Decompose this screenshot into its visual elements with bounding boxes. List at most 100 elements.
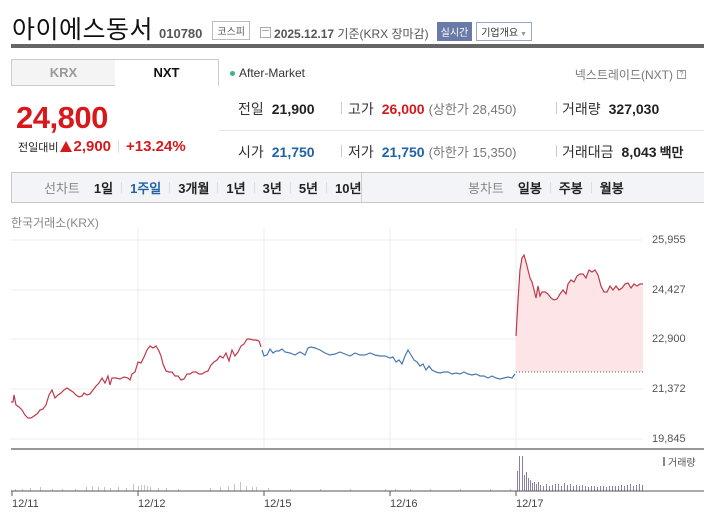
low-value: 21,750 [381,144,425,160]
price-line-rising [11,338,262,419]
date-value: 2025.12.17 [274,27,335,41]
high-label: 고가 [348,101,374,117]
candle-chart-title: 봉차트 [468,181,504,196]
candle-weekly[interactable]: 주봉 [558,181,583,196]
price-change: 전일대비 2,900 +13.24% [18,138,186,155]
stock-code: 010780 [159,26,203,41]
trade-value-label: 거래대금 [562,144,614,160]
tab-nxt[interactable]: NXT [115,59,219,86]
up-triangle-icon [60,141,73,152]
chevron-down-icon: ▼ [520,31,527,38]
company-info-label: 기업개요 [481,28,519,39]
divider [341,145,342,157]
divider [121,182,123,193]
divider [253,182,255,193]
lower-limit: (하한가 15,350) [428,145,517,160]
period-3m[interactable]: 3개월 [178,181,210,196]
stat-trade-value: 거래대금 8,043 백만 [562,142,684,162]
x-axis-ticks [11,491,517,496]
change-value: 2,900 [73,138,112,155]
volume-label: 거래량 [562,101,601,117]
high-value: 26,000 [381,101,425,117]
stats-divider [219,130,704,131]
line-chart-options: 선차트 1일 1주일 3개월 1년 3년 5년 10년 [44,173,361,202]
period-10y[interactable]: 10년 [335,181,362,196]
prev-close-value: 21,900 [271,101,315,117]
upper-limit: (상한가 28,450) [428,102,517,117]
chart-grid [11,228,643,449]
volume-value: 327,030 [608,101,660,117]
price-line-after-market [515,253,643,337]
current-price: 24,800 [16,100,108,135]
after-market-area [516,255,643,372]
date-suffix: 기준(KRX 장마감) [334,27,429,41]
prev-close-label: 전일 [238,101,264,117]
period-3y[interactable]: 3년 [262,181,282,196]
stat-open: 시가 21,750 [238,142,315,162]
y-tick: 24,427 [652,284,686,296]
exchange-label: 넥스트레이드(NXT) ? [575,66,686,83]
help-icon[interactable]: ? [677,70,686,79]
trade-value: 8,043 [621,144,657,160]
divider [556,145,557,157]
period-1w[interactable]: 1주일 [130,181,162,196]
divider [169,182,171,193]
volume-legend: 거래량 [663,457,696,469]
x-tick: 12/17 [516,498,544,510]
period-1d[interactable]: 1일 [93,181,114,196]
open-label: 시가 [238,144,264,160]
realtime-button[interactable]: 실시간 [436,22,473,41]
volume-bars [15,482,511,491]
company-info-dropdown[interactable]: 기업개요 ▼ [476,22,532,41]
volume-bars-after-market [517,456,643,491]
stat-prev-close: 전일 21,900 [238,99,315,119]
x-tick: 12/12 [138,498,166,510]
candle-chart-options: 봉차트 일봉 주봉 월봉 [468,173,624,202]
calendar-icon [260,27,272,38]
exchange-name: 넥스트레이드(NXT) [574,68,673,82]
divider [326,182,328,193]
divider [341,102,342,114]
session-status: After-Market [230,66,305,80]
divider [590,182,592,193]
x-tick: 12/16 [390,498,418,510]
low-label: 저가 [348,144,374,160]
market-tabs: KRX NXT [11,59,219,86]
candle-daily[interactable]: 일봉 [517,181,542,196]
volume-legend-label: 거래량 [668,457,696,469]
open-value: 21,750 [271,144,315,160]
change-percent: +13.24% [126,138,186,155]
as-of-date: 2025.12.17 기준(KRX 장마감) [274,25,429,42]
market-badge: 코스피 [212,21,251,40]
x-axis-labels: 12/11 12/12 12/15 12/16 12/17 [12,498,544,510]
stat-volume: 거래량 327,030 [562,99,659,119]
divider [549,182,551,193]
y-axis-labels: 25,955 24,427 22,900 21,372 19,845 [652,234,686,445]
price-chart[interactable]: 25,955 24,427 22,900 21,372 19,845 거래량 1… [0,228,704,515]
chart-period-bar: 선차트 1일 1주일 3개월 1년 3년 5년 10년 봉차트 일봉 주봉 월봉 [11,172,704,203]
stat-low: 저가 21,750 (하한가 15,350) [348,142,517,162]
price-line-falling [261,346,516,380]
y-tick: 21,372 [652,383,686,395]
tab-krx[interactable]: KRX [11,59,115,86]
status-dot-icon [230,70,235,76]
x-tick: 12/11 [12,498,39,510]
line-chart-title: 선차트 [44,181,80,196]
trade-value-unit: 백만 [659,145,684,160]
chart-source-label: 한국거래소(KRX) [11,216,99,230]
divider [217,182,219,193]
change-label: 전일대비 [18,141,59,154]
stat-high: 고가 26,000 (상한가 28,450) [348,99,517,119]
volume-legend-swatch [663,457,665,466]
session-status-label: After-Market [239,66,306,80]
divider [289,182,291,193]
y-tick: 25,955 [652,234,686,246]
period-5y[interactable]: 5년 [298,181,319,196]
period-1y[interactable]: 1년 [226,181,246,196]
divider [556,102,557,114]
stock-name: 아이에스동서 [12,16,154,44]
candle-monthly[interactable]: 월봉 [599,181,624,196]
divider [361,173,362,202]
y-tick: 19,845 [652,433,686,445]
x-tick: 12/15 [264,498,292,510]
